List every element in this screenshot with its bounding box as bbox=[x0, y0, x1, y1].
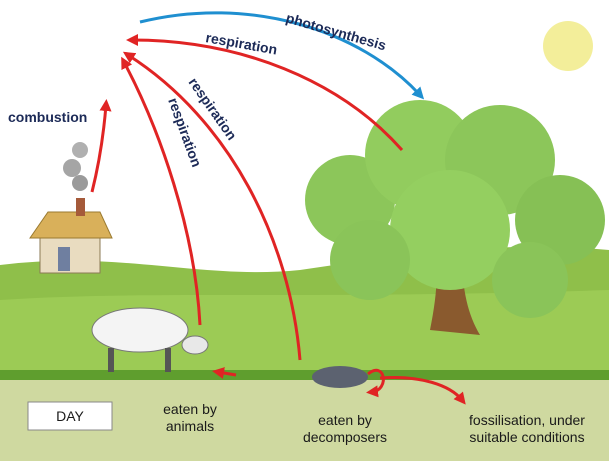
combustion-label: combustion bbox=[8, 109, 87, 125]
sheep-leg bbox=[165, 348, 171, 372]
caption-line: decomposers bbox=[303, 429, 387, 445]
caption-line: suitable conditions bbox=[469, 429, 584, 445]
sheep-body bbox=[92, 308, 188, 352]
caption-line: fossilisation, under bbox=[469, 412, 585, 428]
caption-line: eaten by bbox=[318, 412, 372, 428]
sun bbox=[543, 21, 593, 71]
chimney bbox=[76, 198, 85, 216]
tree-foliage bbox=[330, 220, 410, 300]
caption-line: eaten by bbox=[163, 401, 217, 417]
smoke bbox=[72, 142, 88, 158]
day-label: DAY bbox=[56, 408, 84, 424]
carbon-cycle-diagram: photosynthesis respiration respiration r… bbox=[0, 0, 609, 461]
dead-animal bbox=[312, 366, 368, 388]
smoke bbox=[72, 175, 88, 191]
house-door bbox=[58, 247, 70, 271]
tree-foliage bbox=[492, 242, 568, 318]
caption-line: animals bbox=[166, 418, 214, 434]
sheep-leg bbox=[108, 348, 114, 372]
sheep-head bbox=[182, 336, 208, 354]
smoke bbox=[63, 159, 81, 177]
